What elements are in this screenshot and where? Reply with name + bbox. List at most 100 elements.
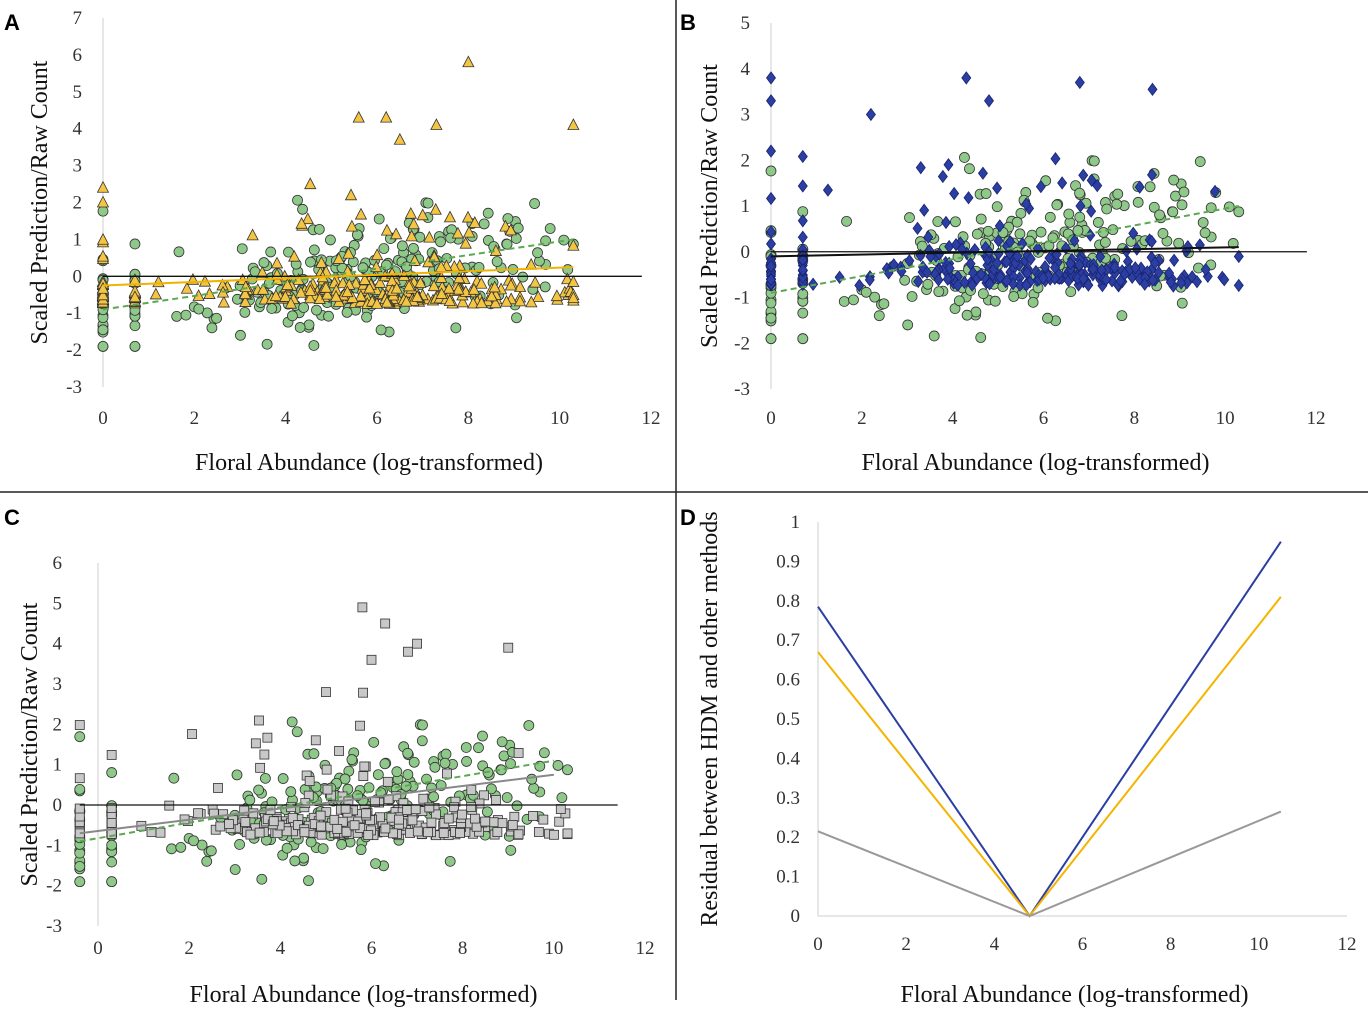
data-point: [442, 768, 452, 779]
data-point: [1112, 188, 1124, 200]
data-point: [370, 248, 384, 261]
data-point: [471, 821, 482, 832]
data-point: [975, 213, 987, 225]
data-point: [359, 761, 370, 772]
data-point: [294, 322, 306, 333]
data-point: [922, 278, 934, 290]
data-point: [517, 271, 529, 283]
data-point: [940, 215, 951, 230]
y-tick-label: 7: [73, 8, 83, 29]
data-point: [106, 856, 118, 868]
data-point: [500, 294, 513, 307]
data-point: [509, 811, 520, 822]
data-point: [423, 827, 433, 838]
data-point: [766, 191, 776, 206]
data-point: [246, 228, 259, 241]
data-point: [556, 792, 568, 804]
y-tick-label: 4: [73, 119, 83, 140]
data-point: [361, 311, 372, 323]
panel-letter-a: A: [4, 10, 20, 35]
data-point: [475, 296, 488, 309]
data-point: [1008, 291, 1020, 302]
data-point: [303, 875, 314, 887]
data-point: [1035, 226, 1047, 238]
data-point: [959, 152, 970, 163]
y-tick-label: 6: [73, 45, 83, 66]
x-tick-label: 0: [98, 408, 108, 429]
data-point: [429, 761, 441, 773]
data-point: [315, 255, 328, 268]
data-point: [341, 307, 353, 318]
data-point: [303, 291, 317, 304]
data-point: [902, 319, 914, 331]
data-point: [380, 295, 394, 308]
data-point: [414, 276, 427, 288]
data-point: [171, 311, 183, 322]
data-point: [106, 829, 117, 839]
y-tick-label: 0.9: [776, 551, 800, 572]
data-point: [1132, 196, 1144, 208]
data-point: [1092, 217, 1104, 228]
data-point: [411, 289, 424, 302]
data-point: [1182, 239, 1193, 254]
data-point: [97, 205, 109, 217]
y-tick-label: 3: [53, 674, 63, 695]
data-point: [355, 720, 365, 731]
y-tick-label: -3: [66, 377, 82, 398]
data-point: [1040, 260, 1051, 274]
data-point: [311, 304, 322, 316]
data-point: [265, 246, 277, 258]
data-point: [317, 843, 329, 855]
data-point: [1069, 234, 1080, 248]
data-point: [213, 783, 223, 793]
data-point: [308, 748, 320, 760]
data-point: [438, 828, 449, 838]
data-point: [1147, 82, 1158, 97]
data-point: [499, 219, 512, 232]
y-tick-label: -2: [46, 876, 62, 897]
y-tick-label: -3: [46, 916, 62, 937]
y-tick-label: 0.7: [776, 630, 800, 651]
data-point: [1021, 278, 1032, 292]
data-point: [526, 773, 538, 785]
x-tick-label: 12: [636, 938, 655, 959]
data-point: [469, 813, 480, 824]
data-point: [1022, 266, 1033, 280]
data-point: [96, 288, 110, 301]
data-point: [460, 742, 472, 753]
data-point: [1092, 178, 1103, 193]
data-point: [422, 197, 434, 209]
data-point: [533, 827, 544, 837]
data-point: [129, 341, 141, 352]
data-point: [304, 284, 317, 296]
data-point: [402, 279, 416, 292]
data-point: [933, 286, 945, 298]
data-point: [363, 830, 374, 840]
data-point: [372, 769, 384, 781]
y-tick-label: 3: [741, 105, 751, 126]
data-point: [259, 749, 270, 760]
y-tick-label: 6: [53, 553, 63, 574]
data-point: [261, 338, 273, 350]
data-point: [435, 271, 448, 283]
data-point: [412, 638, 422, 649]
data-point: [488, 280, 501, 293]
data-point: [473, 742, 484, 754]
data-point: [342, 246, 355, 259]
data-point: [961, 71, 972, 85]
data-point: [370, 858, 381, 869]
data-point: [488, 817, 499, 828]
y-tick-label: 0.3: [776, 788, 800, 809]
data-point: [308, 340, 320, 351]
data-point: [266, 303, 278, 314]
data-point: [308, 244, 320, 256]
data-point: [989, 295, 1001, 307]
data-point: [357, 602, 368, 613]
x-axis-title: Floral Abundance (log-transformed): [862, 450, 1210, 476]
data-point: [496, 736, 508, 748]
data-point: [1128, 226, 1139, 240]
data-point: [1038, 271, 1049, 285]
data-point: [412, 826, 423, 837]
data-point: [201, 855, 213, 867]
data-point: [993, 234, 1004, 248]
